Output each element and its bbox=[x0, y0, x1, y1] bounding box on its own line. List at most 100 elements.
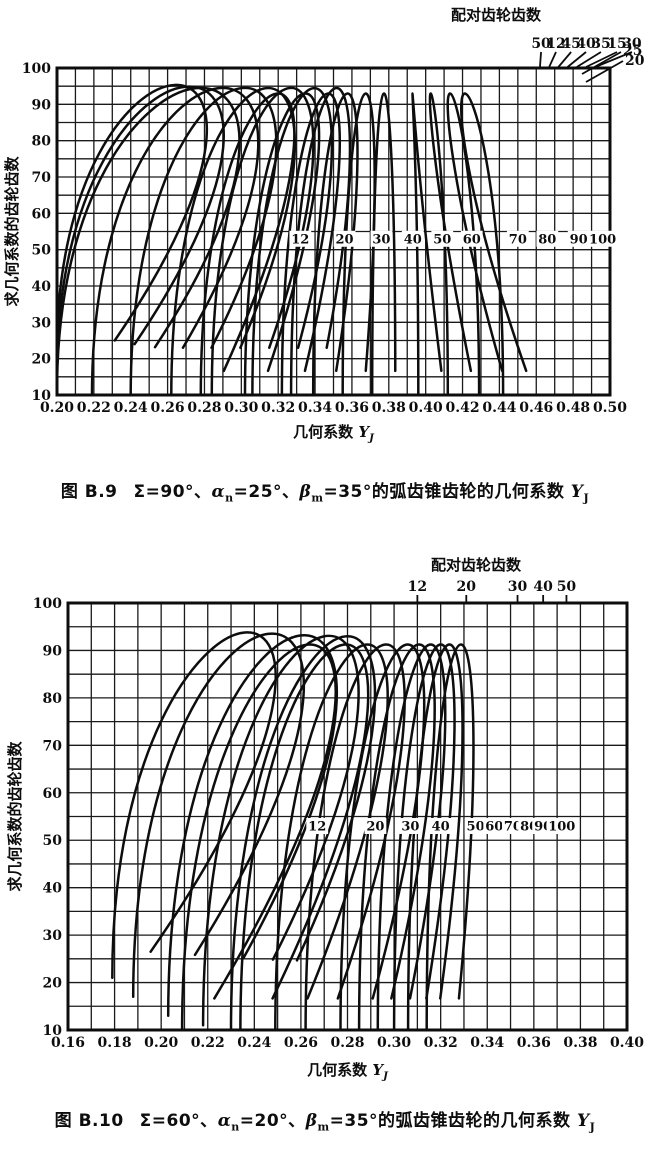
curve-mate-70 bbox=[411, 92, 443, 397]
top-labels: 12 20 30 40 50 bbox=[408, 579, 577, 602]
alpha-symbol: α bbox=[217, 1111, 232, 1131]
band-label-70: 70 bbox=[504, 819, 522, 834]
y-tick-label: 70 bbox=[43, 738, 63, 754]
top-label-40: 40 bbox=[576, 36, 596, 52]
x-tick-label: 0.36 bbox=[517, 1035, 551, 1051]
top-axis-title: 配对齿轮齿数 bbox=[431, 556, 522, 574]
y-tick-label: 30 bbox=[43, 928, 63, 944]
y-variable: Y bbox=[576, 1111, 590, 1131]
y-tick-label: 100 bbox=[33, 596, 62, 612]
x-tick-label: 0.30 bbox=[377, 1035, 411, 1051]
curve-mate-15 bbox=[170, 86, 297, 397]
y-tick-label: 60 bbox=[43, 786, 63, 802]
y-tick-label: 80 bbox=[32, 134, 52, 150]
curve-mate-12 bbox=[111, 631, 277, 980]
curve-mate-30 bbox=[280, 92, 341, 397]
corner-label-25: 25 bbox=[623, 43, 642, 59]
band-label-40: 40 bbox=[404, 232, 422, 247]
top-label-35: 35 bbox=[591, 36, 610, 52]
y-tick-label: 70 bbox=[32, 170, 52, 186]
y-tick-label: 10 bbox=[43, 1023, 63, 1039]
top-label-50: 50 bbox=[531, 36, 551, 52]
caption-text: =35° bbox=[323, 482, 372, 502]
y-tick-label: 80 bbox=[43, 691, 63, 707]
curve-mate-40 bbox=[201, 634, 360, 1027]
y-axis-title: 求几何系数的齿轮齿数 bbox=[6, 741, 24, 892]
y-tick-label: 60 bbox=[32, 206, 52, 222]
x-tick-label: 0.18 bbox=[98, 1035, 132, 1051]
y-tick-label: 20 bbox=[43, 976, 63, 992]
x-tick-label: 0.46 bbox=[519, 400, 553, 416]
y-tick-label: 50 bbox=[32, 243, 52, 259]
band-label-70: 70 bbox=[509, 232, 527, 247]
beta-symbol: β bbox=[299, 482, 312, 502]
top-label-15: 15 bbox=[607, 36, 626, 52]
y-subscript: J bbox=[583, 491, 590, 505]
band-label-60: 60 bbox=[463, 232, 481, 247]
x-tick-label: 0.20 bbox=[144, 1035, 178, 1051]
y-tick-label: 50 bbox=[43, 833, 63, 849]
curve-mate-70 bbox=[376, 643, 447, 1032]
x-tick-label: 0.32 bbox=[261, 400, 295, 416]
top-axis-title: 配对齿轮齿数 bbox=[451, 6, 542, 24]
y-axis-tick-labels: 10 20 30 40 50 60 70 80 90 100 bbox=[22, 61, 51, 404]
y-tick-label: 10 bbox=[32, 388, 52, 404]
x-tick-label: 0.22 bbox=[77, 400, 111, 416]
x-tick-label: 0.32 bbox=[424, 1035, 458, 1051]
curve-mate-40 bbox=[304, 643, 406, 1032]
top-label-40: 40 bbox=[533, 579, 553, 595]
x-tick-label: 0.50 bbox=[593, 400, 627, 416]
caption-text: Σ=60°、 bbox=[139, 1111, 218, 1131]
caption-text: 的弧齿锥齿轮的几何系数 bbox=[371, 482, 571, 502]
x-tick-label: 0.40 bbox=[610, 1035, 644, 1051]
top-label-45: 45 bbox=[561, 36, 580, 52]
x-tick-label: 0.20 bbox=[40, 400, 74, 416]
curve-mate-100 bbox=[460, 92, 528, 397]
caption-text: =25°、 bbox=[233, 482, 300, 502]
curve-mate-20 bbox=[131, 632, 306, 999]
y-tick-label: 30 bbox=[32, 315, 52, 331]
curve-mate-90 bbox=[406, 643, 464, 1032]
curve-mate-40 bbox=[90, 86, 260, 397]
curve-mate-30 bbox=[210, 86, 315, 397]
y-subscript: J bbox=[589, 1120, 596, 1134]
curve-mate-60 bbox=[357, 643, 436, 1032]
curve-mate-25 bbox=[251, 86, 334, 397]
curve-mate-12 bbox=[199, 92, 296, 397]
top-label-12: 12 bbox=[546, 36, 565, 52]
x-tick-label: 0.24 bbox=[237, 1035, 271, 1051]
curve-mate-50 bbox=[229, 635, 377, 1032]
x-axis-title: 几何系数 YJ bbox=[307, 1061, 389, 1082]
axis-titles: 几何系数 YJ 求几何系数的齿轮齿数 配对齿轮齿数 bbox=[6, 556, 522, 1082]
band-label-50: 50 bbox=[433, 232, 451, 247]
curve-mate-12 bbox=[180, 643, 337, 1032]
axis-titles: 几何系数 YJ 求几何系数的齿轮齿数 配对齿轮齿数 bbox=[3, 6, 542, 444]
x-tick-label: 0.44 bbox=[482, 400, 516, 416]
curve-mate-50 bbox=[339, 643, 426, 1032]
top-label-20: 20 bbox=[457, 579, 477, 595]
figure-caption-b10: 图 B.10 Σ=60°、αn=20°、βm=35°的弧齿锥齿轮的几何系数 YJ bbox=[0, 1106, 650, 1133]
figure-number: 图 B.10 bbox=[54, 1111, 124, 1131]
y-tick-label: 40 bbox=[32, 279, 52, 295]
band-label-50: 50 bbox=[467, 819, 485, 834]
curve-mate-20 bbox=[239, 643, 370, 1032]
x-tick-label: 0.30 bbox=[224, 400, 258, 416]
band-label-100: 100 bbox=[548, 819, 575, 834]
x-tick-label: 0.26 bbox=[151, 400, 185, 416]
top-label-50: 50 bbox=[557, 579, 577, 595]
y-tick-label: 40 bbox=[43, 881, 63, 897]
band-label-20: 20 bbox=[366, 819, 384, 834]
y-tick-label: 90 bbox=[32, 97, 52, 113]
x-tick-label: 0.48 bbox=[556, 400, 590, 416]
top-label-30: 30 bbox=[622, 36, 642, 52]
y-tick-label: 90 bbox=[43, 643, 63, 659]
band-label-90: 90 bbox=[570, 232, 588, 247]
x-tick-label: 0.16 bbox=[51, 1035, 85, 1051]
x-tick-label: 0.40 bbox=[409, 400, 443, 416]
x-tick-label: 0.28 bbox=[187, 400, 221, 416]
alpha-subscript: n bbox=[225, 491, 234, 505]
